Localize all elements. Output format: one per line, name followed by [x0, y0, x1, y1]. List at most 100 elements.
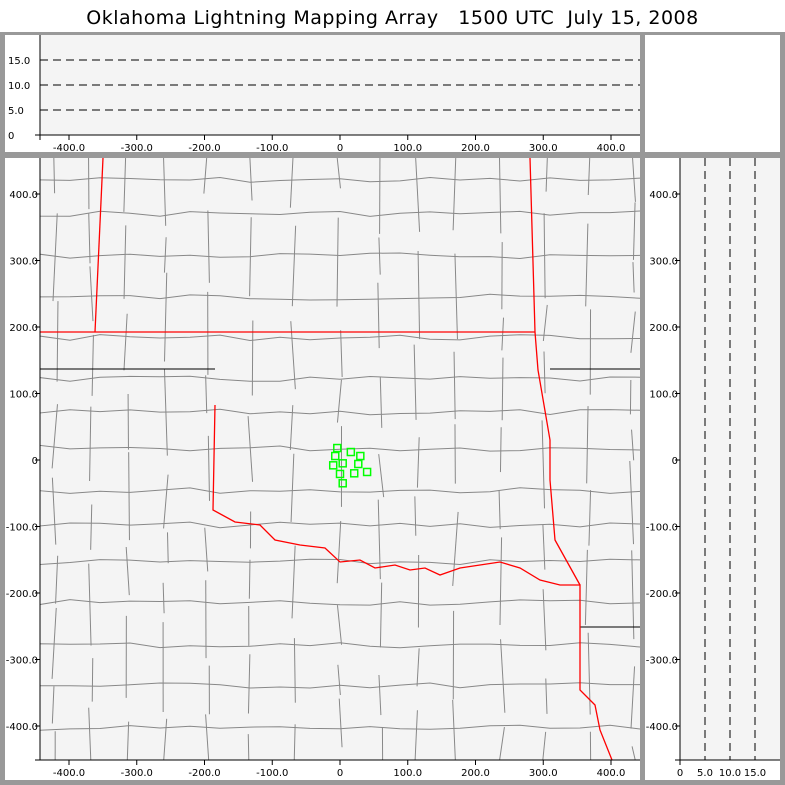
y-tick-label: 400.0 — [649, 190, 678, 201]
county-line — [632, 202, 636, 260]
plot-title: Oklahoma Lightning Mapping Array 1500 UT… — [0, 0, 785, 32]
county-line — [414, 496, 417, 536]
county-line — [39, 444, 641, 452]
x-tick-label: 300.0 — [529, 143, 558, 154]
county-line — [587, 632, 591, 715]
county-line — [203, 157, 208, 194]
y-tick-label: 200.0 — [649, 323, 678, 334]
county-line — [377, 499, 381, 580]
stations — [328, 443, 372, 488]
state-border — [212, 404, 613, 761]
county-line — [340, 330, 343, 377]
county-line — [204, 527, 209, 572]
station-marker — [333, 443, 342, 453]
county-line — [498, 490, 501, 530]
county-line — [499, 537, 503, 625]
county-line — [88, 707, 92, 761]
x-tick-label: -400.0 — [53, 143, 85, 154]
y-tick-label: -400.0 — [6, 722, 38, 733]
county-line — [588, 490, 592, 546]
county-line — [163, 157, 167, 226]
county-line — [249, 217, 252, 297]
x-tick-label: 100.0 — [393, 143, 422, 154]
county-line — [378, 454, 385, 498]
y-tick-label: 100.0 — [9, 390, 38, 401]
county-line — [39, 293, 641, 301]
station-marker — [356, 451, 365, 461]
county-line — [39, 176, 641, 183]
y-tick-label: -300.0 — [646, 656, 678, 667]
corner-panel — [645, 35, 780, 152]
county-line — [163, 368, 168, 456]
altitude-tick-label: 15.0 — [744, 768, 766, 779]
county-line — [542, 731, 547, 761]
county-line — [499, 727, 505, 761]
x-tick-label: -200.0 — [188, 768, 220, 779]
y-tick-label: -400.0 — [646, 722, 678, 733]
station-marker — [349, 469, 359, 478]
county-line — [630, 311, 636, 353]
state-border — [94, 157, 104, 333]
station-marker — [338, 459, 347, 468]
y-tick-label: -100.0 — [646, 523, 678, 534]
county-line — [163, 474, 169, 529]
county-line — [52, 213, 58, 302]
x-tick-label: 200.0 — [461, 143, 490, 154]
altitude-tick-label: 5.0 — [697, 768, 713, 779]
county-line — [39, 375, 641, 382]
county-line — [413, 344, 417, 420]
county-line — [337, 664, 341, 696]
county-line — [39, 487, 641, 494]
county-line — [163, 718, 168, 761]
county-line — [587, 157, 591, 196]
county-line — [631, 429, 635, 461]
station-marker — [338, 479, 347, 488]
state-border — [529, 157, 581, 586]
county-line — [542, 304, 548, 342]
plan-plot-area — [40, 158, 640, 760]
county-line — [452, 157, 457, 231]
altitude-tick-label: 10.0 — [8, 81, 30, 92]
x-tick-label: -300.0 — [121, 768, 153, 779]
y-tick-label: 300.0 — [9, 257, 38, 268]
county-line — [379, 582, 383, 648]
altitude-tick-label: 0 — [677, 768, 683, 779]
county-line — [248, 559, 251, 599]
county-line — [293, 638, 296, 703]
county-line — [247, 416, 254, 482]
county-line — [249, 157, 253, 201]
county-line — [336, 605, 343, 645]
county-line — [289, 157, 294, 208]
county-line — [247, 734, 250, 761]
county-line — [164, 272, 168, 362]
county-line — [584, 549, 588, 625]
county-line — [39, 521, 641, 529]
county-line — [53, 157, 56, 194]
county-line — [51, 404, 58, 469]
altitude-tick-label: 5.0 — [8, 106, 24, 117]
county-line — [205, 714, 210, 761]
county-line — [51, 686, 55, 724]
county-line — [207, 435, 211, 501]
x-tick-label: 400.0 — [597, 768, 626, 779]
y-tick-label: 400.0 — [9, 190, 38, 201]
county-line — [289, 405, 294, 451]
county-line — [415, 157, 421, 232]
county-line — [88, 213, 91, 264]
county-line — [629, 460, 635, 545]
x-tick-label: -400.0 — [53, 768, 85, 779]
county-line — [630, 666, 636, 729]
station-marker — [354, 459, 363, 469]
county-line — [91, 658, 94, 702]
county-line — [39, 642, 641, 649]
county-line — [585, 223, 589, 307]
county-line — [377, 282, 380, 349]
altitude-tick-label: 0 — [8, 131, 14, 142]
y-tick-label: 0 — [672, 456, 678, 467]
county-line — [452, 699, 456, 761]
county-line — [89, 406, 92, 482]
county-line — [454, 253, 458, 340]
county-line — [123, 225, 127, 299]
county-line — [499, 427, 502, 473]
